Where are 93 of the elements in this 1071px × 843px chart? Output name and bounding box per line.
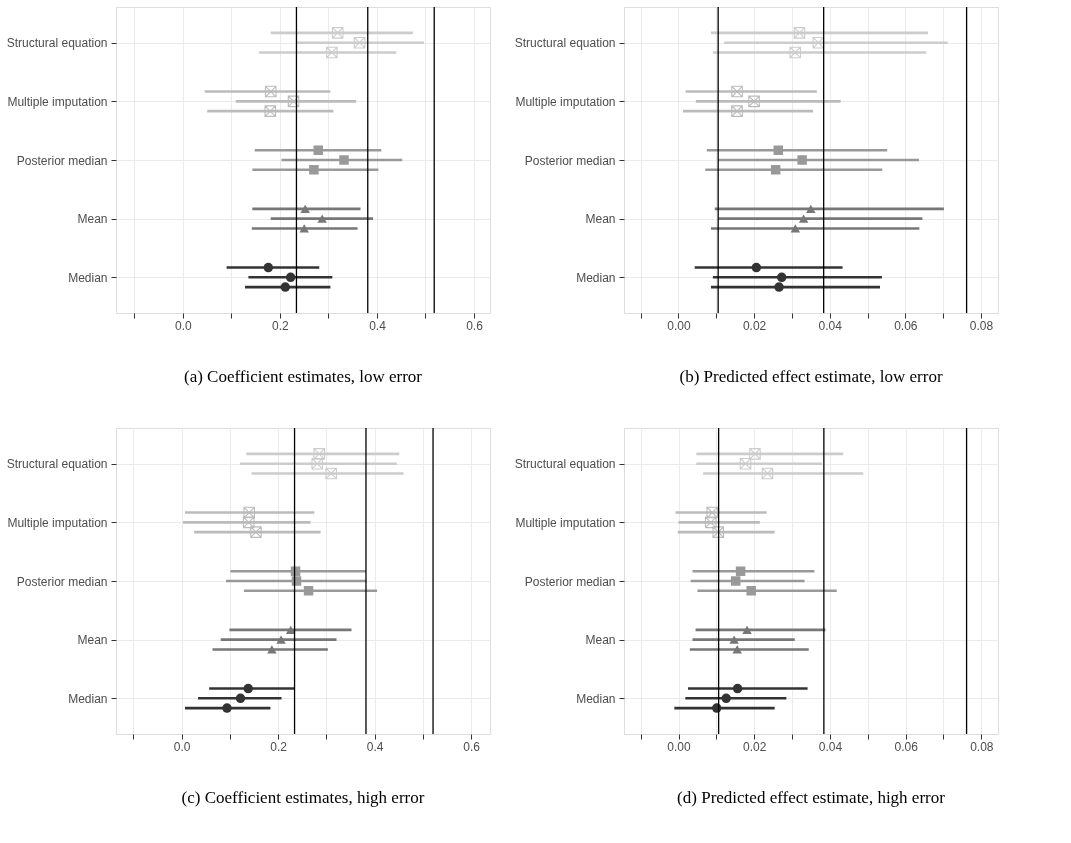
point	[299, 224, 309, 233]
y-tick-label: Multiple imputation	[7, 515, 108, 530]
point	[222, 703, 232, 713]
y-tick-label: Median	[68, 691, 108, 706]
point	[303, 586, 314, 596]
point	[309, 165, 319, 175]
y-tick-label: Median	[576, 270, 616, 285]
y-tick-label: Multiple imputation	[7, 94, 108, 109]
x-tick-label: 0.08	[970, 739, 994, 754]
point	[250, 526, 262, 538]
point	[730, 576, 741, 586]
point	[798, 214, 809, 223]
point	[280, 282, 291, 292]
point	[339, 155, 349, 165]
x-tick-label: 0.0	[175, 318, 193, 333]
point	[285, 625, 296, 634]
x-tick-label: 0.6	[466, 318, 484, 333]
point	[731, 85, 743, 98]
point	[789, 46, 802, 59]
x-tick-label: 0.06	[894, 318, 918, 333]
point	[285, 272, 296, 283]
y-tick-label: Structural equation	[6, 457, 108, 472]
y-tick-label: Posterior median	[524, 153, 616, 168]
y-tick-label: Mean	[585, 633, 616, 648]
point	[739, 457, 752, 470]
x-tick-label: 0.2	[272, 318, 290, 333]
point	[729, 635, 739, 644]
point	[746, 586, 756, 596]
y-tick-label: Multiple imputation	[515, 94, 616, 109]
x-tick-label: 0.2	[270, 739, 288, 754]
point	[264, 85, 277, 98]
x-tick-label: 0.04	[818, 318, 843, 333]
y-tick-label: Structural equation	[514, 36, 616, 51]
point	[276, 635, 286, 644]
point	[776, 272, 787, 283]
point	[243, 683, 253, 694]
point	[812, 36, 825, 49]
x-tick-label: 0.4	[366, 739, 384, 754]
point	[353, 36, 366, 49]
point	[773, 145, 784, 155]
text: (d) Predicted effect estimate, high error	[677, 788, 946, 807]
x-tick-label: 0.02	[742, 318, 767, 333]
point	[774, 282, 784, 292]
x-tick-label: 0.08	[969, 318, 994, 333]
x-tick-label: 0.00	[667, 318, 691, 333]
y-tick-label: Mean	[585, 212, 616, 227]
point	[712, 526, 725, 538]
point	[325, 467, 338, 480]
point	[790, 224, 801, 233]
x-tick-label: 0.00	[667, 739, 692, 754]
point	[721, 693, 731, 704]
y-tick-label: Mean	[77, 212, 108, 227]
point	[770, 165, 781, 175]
x-tick-label: 0.6	[463, 739, 481, 754]
point	[806, 204, 816, 213]
point	[761, 467, 774, 480]
point	[317, 214, 327, 223]
point	[300, 204, 310, 213]
point	[313, 145, 324, 155]
x-tick-label: 0.0	[173, 739, 191, 754]
point	[749, 448, 761, 460]
point	[797, 155, 807, 165]
point	[732, 645, 742, 654]
y-tick-label: Structural equation	[6, 36, 108, 51]
point	[793, 27, 806, 39]
x-tick-label: 0.06	[894, 739, 919, 754]
x-tick-label: 0.04	[818, 739, 843, 754]
point	[735, 566, 746, 576]
point	[267, 645, 277, 654]
y-tick-label: Posterior median	[16, 153, 108, 168]
point	[742, 625, 752, 634]
y-tick-label: Posterior median	[524, 574, 616, 589]
y-tick-label: Mean	[77, 633, 108, 648]
point	[287, 95, 300, 108]
text: (c) Coefficient estimates, high error	[181, 788, 425, 807]
y-tick-label: Median	[68, 270, 108, 285]
point	[263, 262, 274, 273]
y-tick-label: Median	[576, 691, 616, 706]
point	[235, 693, 246, 704]
point	[748, 95, 760, 108]
text: (b) Predicted effect estimate, low error	[679, 367, 943, 386]
point	[331, 27, 344, 39]
point	[264, 105, 277, 117]
y-tick-label: Posterior median	[16, 574, 108, 589]
text: (a) Coefficient estimates, low error	[183, 367, 423, 386]
x-tick-label: 0.4	[369, 318, 387, 333]
point	[731, 105, 743, 117]
y-tick-label: Structural equation	[514, 457, 616, 472]
point	[326, 46, 338, 59]
y-tick-label: Multiple imputation	[515, 515, 616, 530]
point	[751, 262, 762, 273]
x-tick-label: 0.02	[743, 739, 767, 754]
point	[732, 683, 743, 694]
